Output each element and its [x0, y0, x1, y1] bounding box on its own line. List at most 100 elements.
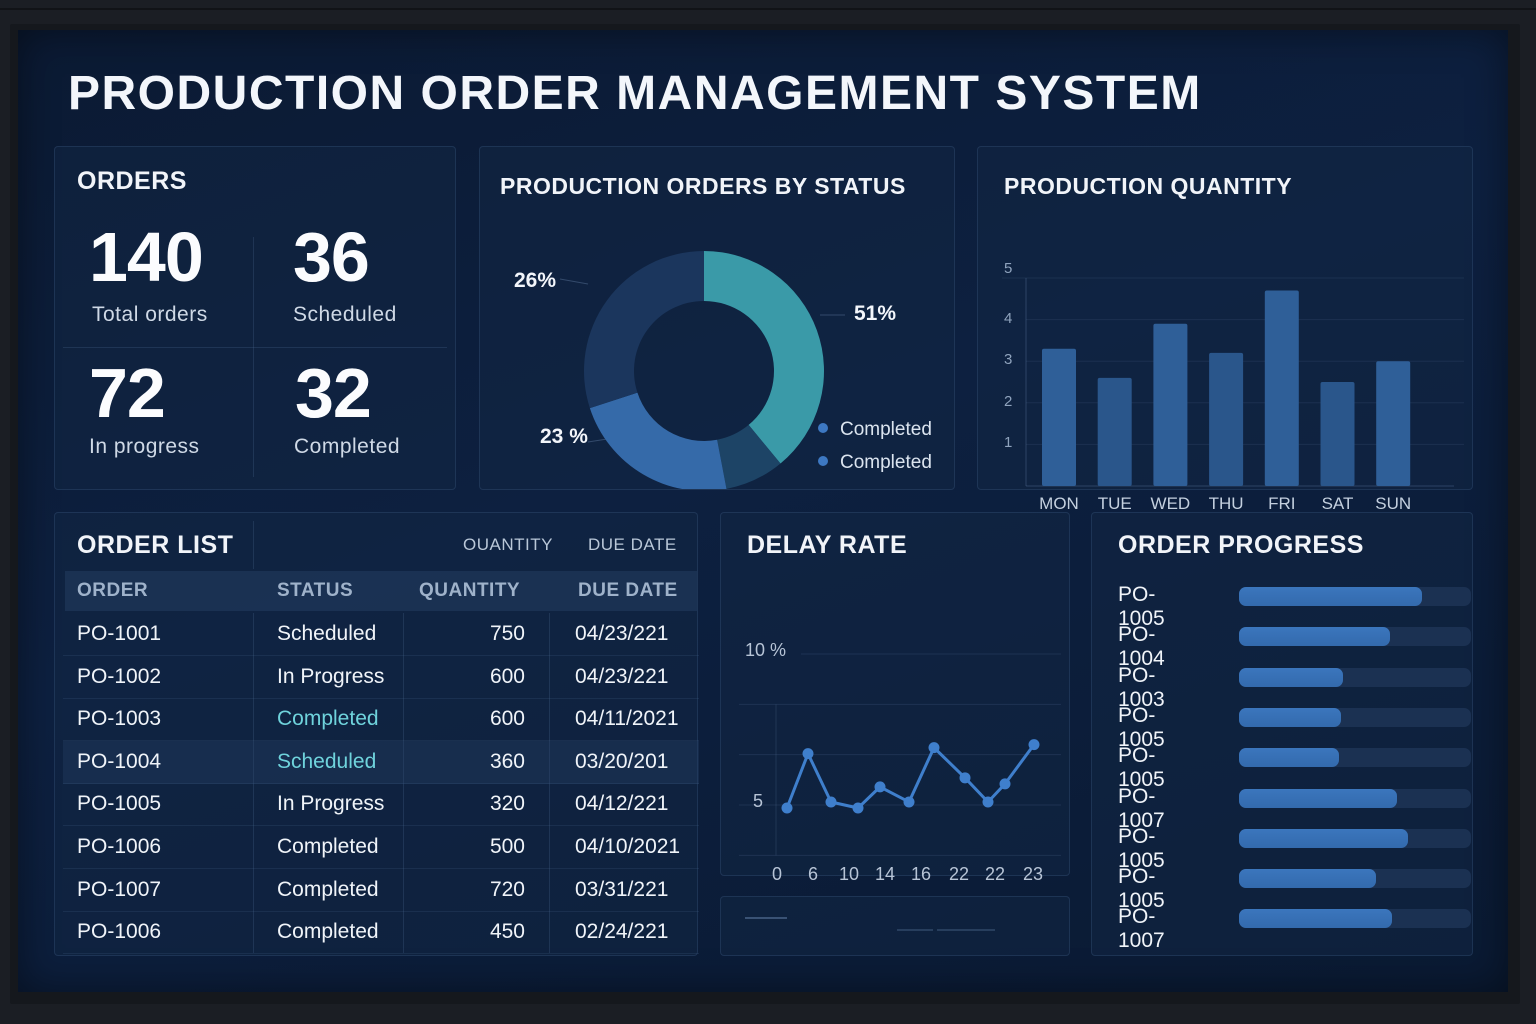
data-point[interactable]	[1028, 739, 1040, 751]
column-header-status[interactable]: STATUS	[277, 580, 354, 601]
top-header-due-date[interactable]: DUE DATE	[588, 535, 677, 554]
cell-due-date: 03/31/221	[575, 877, 669, 901]
delay-rate-line-chart	[739, 653, 1061, 856]
cell-quantity: 360	[489, 749, 525, 773]
top-header-quantity[interactable]: OUANTITY	[463, 535, 553, 554]
column-header-quantity[interactable]: QUANTITY	[419, 580, 521, 601]
data-point[interactable]	[999, 778, 1011, 790]
table-row[interactable]: PO-1006 Completed 450 02/24/221	[63, 911, 699, 955]
x-tick-label: SUN	[1375, 494, 1412, 513]
bar-sun[interactable]	[1376, 361, 1411, 486]
table-row[interactable]: PO-1003 Completed 600 04/11/2021	[63, 698, 699, 742]
footer-placeholder-line	[937, 929, 995, 931]
legend-dot-icon	[818, 455, 828, 466]
row-divider	[63, 868, 699, 869]
data-point[interactable]	[781, 802, 793, 814]
cell-order: PO-1003	[77, 707, 162, 731]
table-row[interactable]: PO-1004 Scheduled 360 03/20/201	[63, 740, 699, 784]
kpi-scheduled-value: 36	[293, 218, 370, 296]
progress-order-label: PO-1004	[1118, 623, 1165, 671]
row-divider	[63, 655, 699, 656]
cell-due-date: 02/24/221	[575, 920, 669, 944]
column-header-due-date[interactable]: DUE DATE	[578, 580, 678, 601]
progress-fill	[1239, 909, 1393, 929]
donut-label-51: 51%	[854, 302, 897, 325]
data-point[interactable]	[903, 796, 915, 808]
x-tick-label: THU	[1208, 494, 1244, 513]
donut-slice-2[interactable]	[589, 392, 727, 489]
cell-status: Scheduled	[277, 622, 377, 645]
status-chart-panel: PRODUCTION ORDERS BY STATUS 51% 26% 23 %…	[479, 146, 955, 490]
donut-slice-1[interactable]	[717, 424, 781, 489]
progress-order-label: PO-1005	[1118, 744, 1165, 792]
bar-sat[interactable]	[1320, 382, 1355, 486]
x-tick-label: TUE	[1097, 494, 1132, 513]
progress-track	[1239, 627, 1471, 647]
y-tick-label: 5	[753, 791, 764, 811]
kpi-divider	[253, 237, 254, 477]
column-divider	[549, 613, 550, 953]
row-divider	[63, 697, 699, 699]
progress-fill	[1239, 748, 1339, 768]
cell-order: PO-1005	[77, 792, 162, 816]
data-point[interactable]	[825, 796, 837, 808]
cell-order: PO-1006	[77, 920, 162, 944]
kpi-completed-label: Completed	[294, 435, 401, 458]
bar-thu[interactable]	[1209, 352, 1244, 486]
title-divider	[253, 521, 254, 569]
table-row[interactable]: PO-1006 Completed 500 04/10/2021	[63, 826, 699, 869]
y-tick-label: 10 %	[745, 640, 787, 660]
progress-track	[1239, 748, 1471, 768]
x-tick-label: SAT	[1321, 494, 1354, 513]
donut-slice-0[interactable]	[704, 251, 824, 464]
x-tick-label: 23	[1022, 864, 1044, 885]
delay-rate-footer-panel	[720, 896, 1070, 956]
donut-label-26: 26%	[514, 269, 557, 292]
table-row[interactable]: PO-1001 Scheduled 750 04/23/221	[63, 613, 699, 656]
cell-order: PO-1002	[77, 664, 162, 688]
data-point[interactable]	[982, 796, 994, 808]
column-header-order[interactable]: ORDER	[77, 580, 149, 601]
progress-order-label: PO-1005	[1118, 824, 1165, 872]
cell-status: Completed	[277, 835, 379, 858]
cell-quantity: 320	[489, 792, 525, 816]
progress-order-label: PO-1005	[1118, 583, 1165, 630]
progress-track	[1239, 828, 1471, 848]
bar-tue[interactable]	[1097, 377, 1132, 486]
progress-track	[1239, 667, 1471, 687]
row-divider	[63, 740, 699, 742]
x-tick-label: 16	[910, 864, 932, 885]
bar-fri[interactable]	[1264, 290, 1299, 486]
progress-fill	[1239, 788, 1397, 808]
bar-mon[interactable]	[1042, 348, 1076, 486]
delay-rate-panel: DELAY RATE 5 10 % 0 6 10 14 16 22 22 23	[720, 512, 1070, 884]
cell-order: PO-1004	[77, 749, 162, 773]
row-divider	[63, 910, 699, 912]
y-tick-label: 2	[1004, 392, 1013, 410]
table-row[interactable]: PO-1002 In Progress 600 04/23/221	[63, 656, 699, 699]
x-tick-label: 0	[771, 864, 782, 885]
table-row[interactable]: PO-1005 In Progress 320 04/12/221	[63, 783, 699, 827]
progress-track	[1239, 909, 1471, 929]
kpi-total-orders-label: Total orders	[92, 303, 208, 326]
data-point[interactable]	[959, 772, 971, 784]
cell-quantity: 500	[489, 835, 525, 858]
data-point[interactable]	[802, 748, 814, 760]
x-tick-label: 6	[807, 864, 818, 885]
donut-slice-3[interactable]	[584, 251, 704, 409]
donut-label-23: 23 %	[540, 425, 588, 448]
cell-due-date: 04/12/221	[575, 792, 669, 816]
data-point[interactable]	[928, 742, 940, 754]
y-tick-label: 1	[1004, 434, 1013, 452]
data-point[interactable]	[874, 781, 886, 793]
x-tick-label: MON	[1039, 494, 1079, 513]
x-tick-label: 22	[984, 864, 1006, 885]
x-tick-label: 10	[838, 864, 860, 885]
progress-order-label: PO-1003	[1118, 663, 1165, 711]
progress-track	[1239, 788, 1471, 808]
table-row[interactable]: PO-1007 Completed 720 03/31/221	[63, 869, 699, 912]
status-chart-title: PRODUCTION ORDERS BY STATUS	[500, 173, 906, 199]
data-point[interactable]	[852, 802, 864, 814]
progress-order-label: PO-1007	[1118, 905, 1165, 953]
bar-wed[interactable]	[1153, 323, 1188, 486]
